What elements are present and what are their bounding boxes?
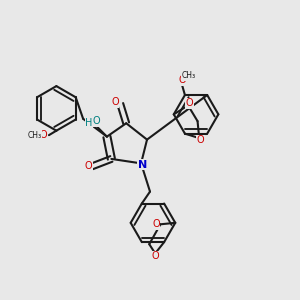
Text: CH₃: CH₃: [182, 71, 196, 80]
Text: O: O: [197, 136, 205, 146]
Text: O: O: [92, 116, 100, 126]
Text: O: O: [85, 161, 92, 171]
Text: O: O: [186, 98, 193, 108]
Text: O: O: [152, 251, 160, 261]
Text: O: O: [178, 75, 186, 85]
Text: O: O: [39, 130, 47, 140]
Text: O: O: [111, 98, 119, 107]
Text: O: O: [152, 219, 160, 229]
Text: CH₃: CH₃: [28, 130, 42, 140]
Text: H: H: [85, 118, 93, 128]
Text: N: N: [138, 160, 147, 170]
